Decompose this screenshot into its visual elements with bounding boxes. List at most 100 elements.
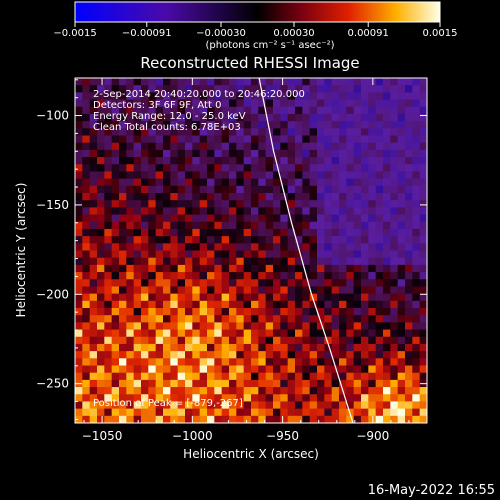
heatmap-cell (405, 365, 413, 374)
heatmap-cell (177, 351, 186, 359)
heatmap-cell (199, 379, 208, 388)
heatmap-cell (353, 329, 362, 338)
heatmap-cell (192, 264, 201, 273)
heatmap-cell (295, 178, 303, 187)
heatmap-cell (331, 193, 340, 201)
heatmap-cell (309, 243, 318, 251)
heatmap-cell (89, 85, 98, 93)
heatmap-cell (236, 379, 245, 388)
heatmap-cell (302, 236, 311, 244)
heatmap-cell (243, 142, 252, 151)
heatmap-cell (89, 293, 98, 302)
heatmap-cell (309, 351, 318, 359)
heatmap-cell (295, 387, 303, 395)
heatmap-cell (390, 308, 399, 316)
heatmap-cell (412, 221, 421, 230)
heatmap-cell (273, 193, 281, 201)
heatmap-cell (82, 401, 91, 410)
heatmap-cell (207, 171, 215, 180)
heatmap-cell (405, 286, 413, 295)
heatmap-cell (273, 178, 281, 187)
heatmap-cell (361, 207, 369, 215)
heatmap-cell (82, 149, 91, 158)
heatmap-cell (199, 322, 208, 330)
heatmap-cell (339, 164, 347, 172)
heatmap-cell (133, 358, 142, 366)
heatmap-cell (221, 336, 230, 345)
heatmap-cell (258, 358, 267, 366)
heatmap-cell (163, 264, 171, 273)
solar-limb-curve (258, 78, 354, 423)
heatmap-cell (97, 178, 105, 187)
heatmap-cell (375, 372, 384, 381)
heatmap-cell (383, 300, 391, 309)
observation-annotations: 2-Sep-2014 20:40:20.000 to 20:46:20.000D… (93, 89, 305, 133)
heatmap-cell (111, 113, 120, 122)
heatmap-cell (104, 243, 113, 251)
annotation-line: Detectors: 3F 6F 9F, Att 0 (93, 100, 221, 111)
heatmap-cell (163, 171, 171, 180)
heatmap-cell (324, 387, 333, 395)
heatmap-cell (133, 351, 142, 359)
heatmap-cell (155, 171, 164, 180)
heatmap-cell (419, 264, 427, 273)
heatmap-cell (214, 78, 223, 86)
heatmap-cell (302, 329, 311, 338)
heatmap-cell (199, 106, 208, 115)
heatmap-cell (126, 336, 135, 345)
heatmap-cell (390, 250, 399, 259)
heatmap-cell (163, 379, 171, 388)
heatmap-cell (236, 351, 245, 359)
heatmap-cell (383, 401, 391, 410)
heatmap-cell (295, 329, 303, 338)
heatmap-cell (375, 243, 384, 251)
annotation-line: Energy Range: 12.0 - 25.0 keV (93, 111, 246, 122)
heatmap-cell (419, 394, 427, 402)
heatmap-cell (346, 221, 355, 230)
heatmap-cell (251, 315, 259, 323)
heatmap-cell (295, 379, 303, 388)
heatmap-cell (383, 214, 391, 223)
heatmap-cell (97, 365, 105, 374)
heatmap-cell (170, 228, 179, 237)
heatmap-cell (309, 193, 318, 201)
heatmap-cell (346, 358, 355, 366)
heatmap-cell (221, 329, 230, 338)
heatmap-cell (258, 408, 267, 417)
heatmap-cell (375, 200, 384, 208)
heatmap-cell (339, 372, 347, 381)
heatmap-cell (287, 250, 296, 259)
heatmap-cell (251, 135, 259, 144)
heatmap-cell (82, 128, 91, 136)
heatmap-cell (287, 171, 296, 180)
heatmap-cell (170, 279, 179, 287)
heatmap-cell (104, 221, 113, 230)
heatmap-cell (89, 408, 98, 417)
heatmap-cell (111, 92, 120, 100)
heatmap-cell (148, 149, 157, 158)
heatmap-cell (258, 128, 267, 136)
heatmap-cell (273, 171, 281, 180)
heatmap-cell (287, 379, 296, 388)
heatmap-cell (302, 257, 311, 266)
heatmap-cell (309, 106, 318, 115)
heatmap-cell (163, 214, 171, 223)
heatmap-cell (361, 264, 369, 273)
heatmap-cell (295, 300, 303, 309)
heatmap-cell (419, 214, 427, 223)
heatmap-cell (177, 92, 186, 100)
heatmap-cell (207, 178, 215, 187)
heatmap-cell (148, 387, 157, 395)
heatmap-cell (295, 365, 303, 374)
heatmap-cell (243, 279, 252, 287)
heatmap-cell (273, 221, 281, 230)
heatmap-cell (265, 401, 274, 410)
heatmap-cell (148, 322, 157, 330)
heatmap-cell (133, 308, 142, 316)
heatmap-cell (89, 379, 98, 388)
heatmap-cell (302, 106, 311, 115)
heatmap-cell (75, 135, 83, 144)
heatmap-cell (324, 394, 333, 402)
heatmap-cell (119, 99, 127, 108)
heatmap-cell (119, 243, 127, 251)
